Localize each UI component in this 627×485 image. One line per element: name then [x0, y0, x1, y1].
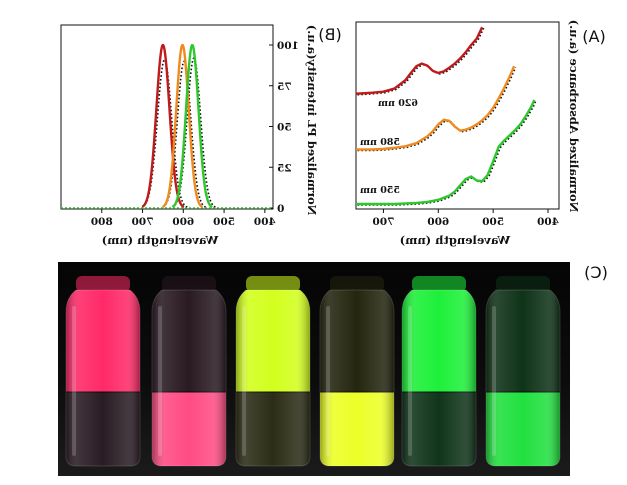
vial-glass [235, 289, 311, 467]
x-tick-label: 700 [372, 216, 394, 228]
panel-c-tag: (C) [584, 263, 608, 282]
panel-a-frame [355, 21, 560, 210]
y-tick-label: 0 [277, 203, 284, 215]
panel-b: 800 700 600 500 400 0 25 50 75 100 Waverlength (… [60, 24, 342, 247]
x-tick-label: 400 [537, 216, 559, 228]
x-tick-label: 500 [482, 216, 504, 228]
y-tick-label: 75 [277, 81, 292, 93]
x-tick-label: 600 [427, 216, 449, 228]
vial-glass [65, 289, 141, 467]
vial [151, 276, 227, 467]
panel-a-tag: (A) [582, 27, 605, 46]
vial-neck [412, 276, 466, 292]
vial-neck [76, 276, 130, 292]
vial-neck [246, 276, 300, 292]
x-tick-label: 500 [213, 216, 235, 228]
panel-b-tag: (B) [318, 25, 341, 44]
vial-reflection [408, 306, 412, 456]
absorbance-fit-line [357, 100, 537, 206]
series-label: 550 nm [360, 185, 400, 196]
absorbance-fit-line [357, 27, 485, 96]
vial-reflection [158, 306, 162, 456]
panel-b-x-axis-label: Waverlength (nm) [102, 233, 220, 247]
x-tick-label: 800 [91, 216, 113, 228]
vial-reflection [242, 306, 246, 456]
vial [401, 276, 477, 467]
vial-neck [162, 276, 216, 292]
y-tick-label: 25 [277, 162, 292, 174]
panel-b-y-axis-label: Normalized PL intensity(a.u.) [305, 25, 319, 216]
panel-b-frame [60, 24, 274, 210]
absorbance-line [355, 26, 484, 95]
vial-reflection [326, 306, 330, 456]
vial [485, 276, 561, 467]
panel-a: 700 600 500 400 620 nm 580 nm 550 nm Waveleng… [355, 20, 606, 247]
panel-a-x-axis-label: Wavelength (nm) [400, 233, 512, 247]
series-label: 580 nm [360, 137, 400, 148]
vial-row [65, 276, 561, 467]
panel-b-y-ticks: 0 25 50 75 100 [269, 40, 299, 215]
vial [65, 276, 141, 467]
vial-glass [485, 289, 561, 467]
vial [235, 276, 311, 467]
vial-glass [151, 289, 227, 467]
y-tick-label: 50 [277, 122, 292, 134]
vial-reflection [492, 306, 496, 456]
vial [319, 276, 395, 467]
panel-a-x-ticks: 700 600 500 400 [372, 209, 559, 228]
panel-a-y-axis-label: Normalized Absorbance (a.u.) [567, 20, 581, 213]
pl-spectrum-line [171, 43, 213, 209]
vial-neck [330, 276, 384, 292]
vial-photo-background [58, 262, 570, 476]
panel-c: (C) [58, 262, 608, 476]
panel-a-series-labels: 620 nm 580 nm 550 nm [360, 98, 418, 196]
panel-a-fit-curves [357, 27, 537, 206]
pl-spectrum-line [141, 43, 185, 209]
y-tick-label: 100 [277, 40, 299, 52]
panel-a-series [355, 26, 536, 206]
absorbance-line [356, 65, 516, 151]
pl-spectrum-line [162, 43, 204, 209]
panel-b-series [141, 43, 213, 209]
x-tick-label: 700 [132, 216, 154, 228]
vial-neck [496, 276, 550, 292]
x-tick-label: 600 [172, 216, 194, 228]
absorbance-line [356, 99, 536, 206]
vial-reflection [72, 306, 76, 456]
vial-glass [401, 289, 477, 467]
x-tick-label: 400 [254, 216, 276, 228]
vial-glass [319, 289, 395, 467]
series-label: 620 nm [378, 98, 418, 109]
panel-b-x-ticks: 800 700 600 500 400 [91, 209, 276, 228]
